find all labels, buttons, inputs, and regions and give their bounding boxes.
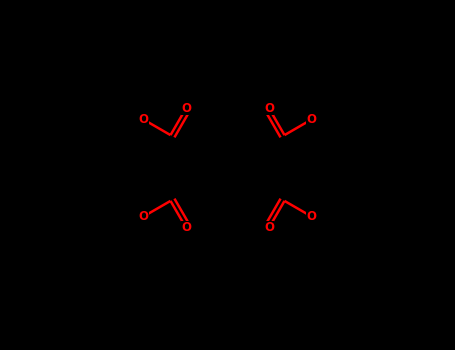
Text: O: O: [306, 210, 316, 223]
Text: O: O: [181, 102, 191, 115]
Text: O: O: [264, 102, 274, 115]
Text: O: O: [139, 113, 149, 126]
Text: O: O: [139, 210, 149, 223]
Text: O: O: [306, 113, 316, 126]
Text: O: O: [181, 221, 191, 234]
Text: O: O: [264, 221, 274, 234]
